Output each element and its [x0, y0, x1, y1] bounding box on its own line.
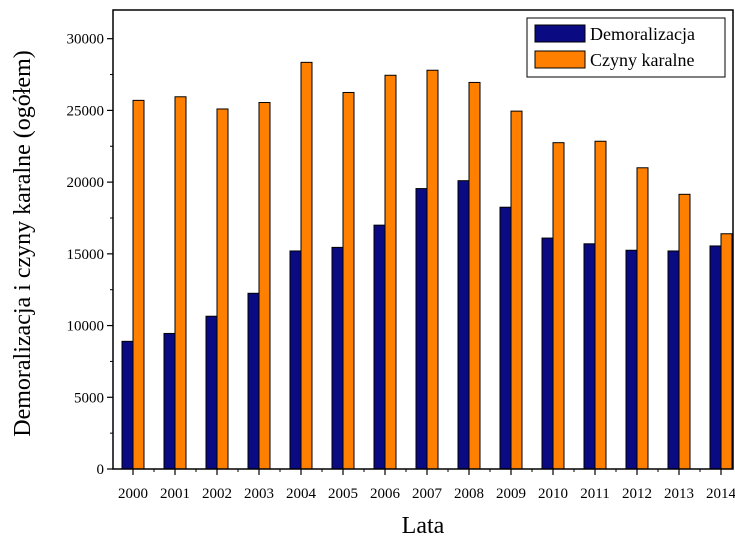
y-tick-label-30000: 30000	[67, 32, 105, 48]
bar-demoralizacja-2008	[458, 181, 469, 469]
bar-czyny-karalne-2014	[721, 234, 732, 469]
x-tick-label-2013: 2013	[664, 486, 694, 502]
bar-demoralizacja-2010	[542, 238, 553, 469]
bar-demoralizacja-2009	[500, 207, 511, 469]
legend-label-czyny-karalne: Czyny karalne	[590, 50, 694, 70]
bar-demoralizacja-2005	[332, 247, 343, 469]
x-tick-label-2011: 2011	[580, 486, 609, 502]
bar-demoralizacja-2012	[626, 250, 637, 469]
legend-label-demoralizacja: Demoralizacja	[590, 24, 695, 44]
y-tick-label-5000: 5000	[74, 390, 104, 406]
y-tick-label-25000: 25000	[67, 103, 105, 119]
bar-demoralizacja-2002	[206, 316, 217, 469]
x-axis-title: Lata	[402, 513, 445, 539]
x-tick-label-2009: 2009	[496, 486, 526, 502]
bar-czyny-karalne-2012	[637, 168, 648, 469]
bar-czyny-karalne-2006	[385, 75, 396, 469]
bar-czyny-karalne-2010	[553, 143, 564, 469]
x-tick-label-2004: 2004	[286, 486, 317, 502]
bar-demoralizacja-2004	[290, 251, 301, 469]
bar-czyny-karalne-2011	[595, 141, 606, 469]
legend-swatch-czyny-karalne	[535, 51, 585, 68]
x-tick-label-2002: 2002	[202, 486, 232, 502]
bar-demoralizacja-2001	[164, 333, 175, 469]
x-tick-label-2010: 2010	[538, 486, 568, 502]
bar-czyny-karalne-2009	[511, 111, 522, 469]
y-axis-title: Demoralizacja i czyny karalne (ogółem)	[10, 50, 36, 436]
bar-czyny-karalne-2008	[469, 82, 480, 469]
x-tick-label-2012: 2012	[622, 486, 652, 502]
x-tick-label-2008: 2008	[454, 486, 484, 502]
y-tick-label-10000: 10000	[67, 319, 105, 335]
x-tick-label-2003: 2003	[244, 486, 274, 502]
bar-czyny-karalne-2013	[679, 194, 690, 469]
bar-czyny-karalne-2005	[343, 92, 354, 469]
x-tick-label-2006: 2006	[370, 486, 401, 502]
y-tick-label-0: 0	[97, 462, 105, 478]
bar-czyny-karalne-2007	[427, 70, 438, 469]
bar-demoralizacja-2014	[710, 246, 721, 469]
bar-demoralizacja-2003	[248, 293, 259, 469]
bar-czyny-karalne-2000	[133, 100, 144, 469]
bar-czyny-karalne-2004	[301, 62, 312, 469]
legend: Demoralizacja Czyny karalne	[527, 18, 725, 77]
y-tick-label-20000: 20000	[67, 175, 105, 191]
bar-demoralizacja-2007	[416, 189, 427, 469]
x-tick-label-2000: 2000	[118, 486, 148, 502]
bars-layer	[122, 62, 732, 469]
x-tick-label-2001: 2001	[160, 486, 190, 502]
x-tick-label-2005: 2005	[328, 486, 358, 502]
bar-czyny-karalne-2002	[217, 109, 228, 469]
x-tick-label-2007: 2007	[412, 486, 443, 502]
bar-demoralizacja-2011	[584, 244, 595, 469]
x-tick-label-2014: 2014	[706, 486, 735, 502]
y-tick-label-15000: 15000	[67, 247, 105, 263]
bar-czyny-karalne-2003	[259, 103, 270, 469]
bar-demoralizacja-2013	[668, 251, 679, 469]
legend-swatch-demoralizacja	[535, 25, 585, 42]
bar-czyny-karalne-2001	[175, 97, 186, 469]
bar-demoralizacja-2006	[374, 225, 385, 469]
bar-demoralizacja-2000	[122, 341, 133, 469]
